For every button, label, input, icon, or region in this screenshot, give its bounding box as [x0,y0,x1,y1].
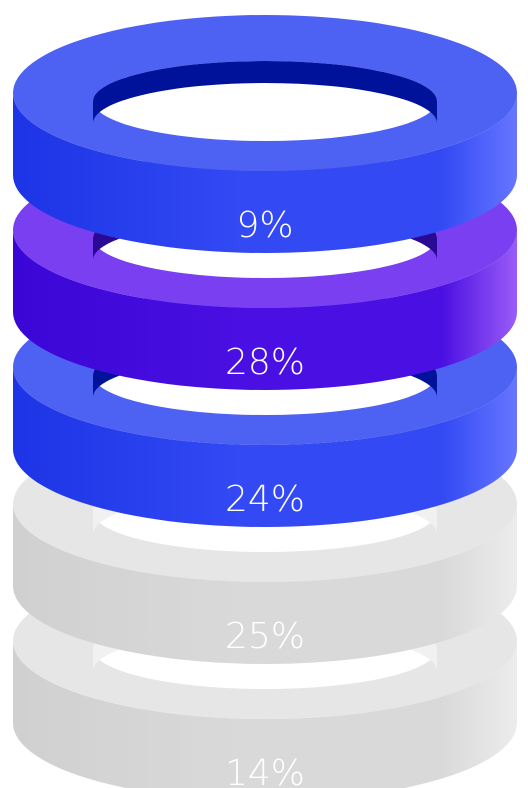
rings-layer: 14% 25% 24% 28% 9% [13,15,517,788]
ring-hole-1 [93,61,437,123]
ring-1: 9% [13,15,517,253]
ring-top-1 [13,15,517,171]
ring-side-1 [13,93,517,253]
ring-label-4: 25% [225,616,305,657]
ring-label-3: 24% [225,479,305,520]
ring-side-2 [13,230,517,390]
ring-side-4 [13,504,517,664]
ring-label-5: 14% [225,753,305,788]
ring-label-2: 28% [225,342,305,383]
ring-label-1: 9% [236,205,293,246]
ring-side-5 [13,641,517,788]
ring-side-3 [13,367,517,527]
